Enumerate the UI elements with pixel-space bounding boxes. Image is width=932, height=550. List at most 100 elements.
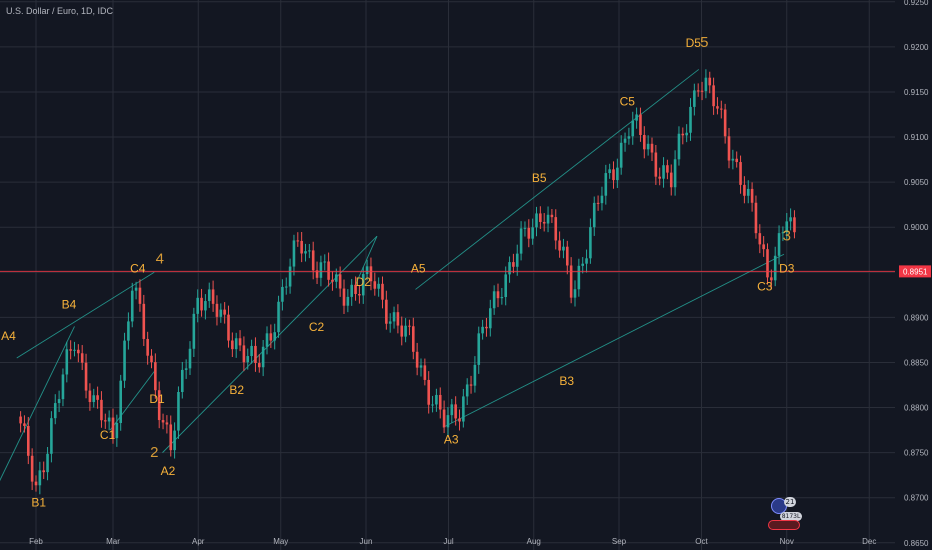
wave-label: D1 (149, 392, 165, 406)
candle-body (773, 255, 777, 281)
candle-body (762, 244, 765, 250)
wave-label: C5 (620, 94, 636, 108)
candle-body (57, 399, 61, 404)
wave-label: A2 (161, 464, 176, 478)
candle-body (408, 325, 411, 327)
candle-body (373, 281, 377, 289)
candle-body (504, 274, 507, 298)
candle-body (589, 227, 592, 259)
wave-label: C4 (130, 261, 146, 275)
trendlines (0, 69, 785, 482)
price-axis[interactable]: 0.8650 0.8700 0.8750 0.8800 0.8850 0.8900 0.89… (904, 0, 929, 548)
candle-body (619, 142, 623, 168)
candle-body (731, 158, 735, 161)
candle-body (323, 261, 327, 263)
candle-body (134, 287, 138, 291)
candle-body (423, 365, 427, 380)
candle-body (96, 395, 99, 400)
candle-body (261, 346, 265, 368)
candle-body (288, 266, 292, 287)
wave-label: 2 (150, 444, 158, 461)
x-tick-label: Mar (106, 537, 120, 546)
candle-body (219, 309, 223, 317)
grid-lines (0, 0, 895, 550)
candle-body (458, 418, 461, 422)
candle-body (523, 227, 527, 229)
candle-body (404, 325, 407, 337)
wave-labels: A4 B4 C4 4 B1 C1 D1 2A2 B2 C2 D2 A5 A3 B5 B3 C5 D5 5 C3 3 D3 (1, 34, 795, 510)
candle-body (115, 422, 119, 439)
candle-body (492, 291, 496, 309)
candle-body (746, 188, 750, 196)
candle-body (130, 290, 134, 322)
candle-body (388, 321, 392, 324)
trendline (162, 235, 378, 453)
events-count-badge[interactable]: 21 (784, 497, 796, 507)
time-axis[interactable]: Feb Mar Apr May Jun Jul Aug Sep Oct Nov Dec (29, 537, 876, 546)
candle-body (277, 301, 280, 333)
candle-body (481, 326, 484, 334)
candle-body (515, 253, 519, 267)
candle-body (558, 240, 561, 251)
candle-body (215, 303, 219, 317)
candle-body (181, 369, 184, 393)
wave-label: 3 (783, 228, 791, 245)
y-tick-label: 0.9200 (904, 43, 929, 52)
candle-body (327, 261, 330, 280)
candle-body (527, 227, 531, 239)
candle-body (284, 286, 288, 288)
trendline (0, 326, 75, 482)
wave-label: C3 (757, 279, 773, 293)
candle-body (238, 338, 242, 346)
candle-body (250, 345, 253, 357)
candle-body (269, 333, 273, 341)
y-tick-label: 0.8750 (904, 449, 929, 458)
candle-body (127, 321, 130, 341)
candle-body (623, 138, 627, 143)
candle-body (381, 283, 384, 300)
candle-body (581, 263, 584, 266)
candle-body (154, 362, 157, 391)
candle-body (496, 291, 500, 299)
x-tick-label: Jul (443, 537, 453, 546)
candle-body (646, 143, 650, 150)
candle-body (743, 184, 746, 196)
candle-body (696, 90, 700, 92)
candle-body (596, 202, 600, 204)
candle-body (720, 108, 723, 110)
candle-body (477, 333, 481, 365)
wave-label: A5 (411, 261, 426, 275)
y-tick-label: 0.8650 (904, 539, 929, 548)
wave-label: 5 (700, 34, 708, 51)
x-tick-label: Jun (360, 537, 373, 546)
last-price-tag: 0.8951 (899, 265, 931, 278)
candle-body (146, 338, 149, 356)
candle-body (419, 365, 423, 368)
candle-body (311, 250, 315, 271)
x-tick-label: Feb (29, 537, 43, 546)
candle-body (554, 217, 558, 241)
candle-body (92, 395, 96, 403)
wave-label: A4 (1, 329, 16, 343)
candle-body (358, 294, 361, 296)
candle-body (23, 423, 26, 426)
events-label-badge[interactable]: 8173L (780, 512, 802, 521)
candle-body (639, 114, 642, 136)
candle-body (785, 221, 789, 233)
candle-body (616, 167, 619, 181)
trendline (354, 236, 378, 287)
candle-body (73, 349, 76, 351)
wave-label: D3 (779, 261, 795, 275)
alert-marker-icon[interactable] (768, 520, 800, 530)
candle-body (361, 274, 365, 296)
candle-body (223, 309, 226, 315)
candle-body (542, 221, 546, 224)
candle-body (592, 202, 596, 228)
candle-body (585, 258, 588, 264)
candle-body (200, 297, 203, 311)
candles (19, 69, 796, 495)
candle-body (673, 159, 677, 188)
candle-body (150, 355, 153, 363)
wave-label: D5 (686, 36, 702, 50)
